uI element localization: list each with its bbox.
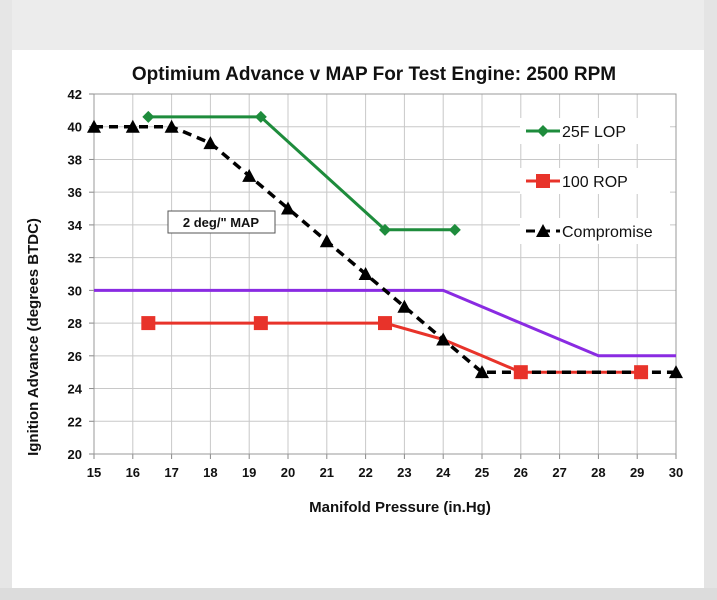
- series-markers: [87, 110, 683, 380]
- compromise-marker: [436, 332, 451, 346]
- annotation-text: 2 deg/" MAP: [183, 215, 260, 230]
- legend-label-100-rop: 100 ROP: [562, 174, 628, 191]
- x-tick-label: 16: [126, 465, 140, 480]
- y-tick-label: 38: [68, 152, 82, 167]
- compromise-marker: [475, 365, 489, 379]
- x-tick-label: 30: [669, 465, 683, 480]
- x-tick-label: 25: [475, 465, 489, 480]
- 25f-lop-marker: [254, 110, 267, 123]
- compromise-marker: [397, 299, 412, 313]
- legend-marker-100-rop: [536, 174, 550, 188]
- compromise-series-line: [94, 124, 676, 374]
- y-tick-label: 30: [68, 283, 82, 298]
- compromise-marker: [358, 267, 373, 280]
- 100-rop-marker: [378, 316, 392, 331]
- y-tick-label: 42: [68, 87, 82, 102]
- x-tick-label: 15: [87, 465, 101, 480]
- 25f-lop-marker: [448, 223, 461, 236]
- left-border: [0, 0, 12, 600]
- chart: Optimium Advance v MAP For Test Engine: …: [25, 64, 684, 516]
- x-tick-label: 20: [281, 465, 295, 480]
- y-tick-label: 36: [68, 185, 82, 200]
- x-tick-label: 26: [514, 465, 528, 480]
- legend-marker-25f-lop: [537, 125, 549, 137]
- compromise-marker: [319, 234, 334, 248]
- y-tick-label: 24: [68, 382, 83, 397]
- x-tick-label: 18: [203, 465, 217, 480]
- chart-card: Optimium Advance v MAP For Test Engine: …: [12, 50, 704, 588]
- y-tick-label: 26: [68, 349, 82, 364]
- x-tick-label: 19: [242, 465, 256, 480]
- plot-area-border: [93, 93, 677, 455]
- compromise-marker: [281, 201, 295, 215]
- y-tick-label: 32: [68, 251, 82, 266]
- legend-label-25f-lop: 25F LOP: [562, 124, 626, 141]
- legend-marker-compromise: [536, 224, 550, 237]
- y-axis-label: Ignition Advance (degrees BTDC): [25, 218, 42, 456]
- x-tick-label: 27: [552, 465, 566, 480]
- legend: 25F LOP 100 ROP Compromise: [520, 118, 670, 244]
- chart-title: Optimium Advance v MAP For Test Engine: …: [132, 64, 616, 85]
- y-tick-label: 34: [68, 218, 83, 233]
- x-tick-label: 22: [358, 465, 372, 480]
- right-border: [704, 0, 717, 600]
- series-lines: [94, 115, 676, 374]
- annotation-group: 2 deg/" MAP: [167, 210, 276, 234]
- x-tick-label: 23: [397, 465, 411, 480]
- x-tick-label: 17: [164, 465, 178, 480]
- x-tick-label: 24: [436, 465, 451, 480]
- 25f-lop-marker: [379, 223, 391, 236]
- y-tick-label: 28: [68, 316, 82, 331]
- gridlines: [89, 93, 677, 459]
- 25f-lop-series-line: [148, 115, 455, 232]
- legend-label-compromise: Compromise: [562, 224, 653, 241]
- 100-rop-marker: [141, 316, 156, 331]
- 100-rop-marker: [253, 316, 268, 331]
- compromise-marker: [164, 119, 179, 133]
- x-tick-label: 28: [591, 465, 605, 480]
- bottom-border: [0, 588, 717, 600]
- top-background: [0, 0, 717, 50]
- x-tick-label: 29: [630, 465, 644, 480]
- y-tick-label: 40: [68, 120, 82, 135]
- compromise-marker: [669, 365, 683, 379]
- x-tick-label: 21: [320, 465, 334, 480]
- x-axis-label: Manifold Pressure (in.Hg): [309, 499, 491, 516]
- y-tick-label: 20: [68, 447, 82, 462]
- 100-rop-series-line: [148, 321, 642, 374]
- compromise-marker: [87, 119, 101, 133]
- reference-series-line: [94, 288, 676, 358]
- 100-rop-marker: [634, 365, 649, 380]
- compromise-marker: [203, 136, 218, 150]
- compromise-marker: [125, 119, 140, 133]
- compromise-marker: [242, 168, 257, 182]
- 100-rop-marker: [513, 365, 528, 380]
- y-tick-label: 22: [68, 414, 82, 429]
- annotation-box: [167, 210, 276, 234]
- tick-labels: 15 16 17 18 19 20 21 22 23 24 25 26 27 28 29 30 20 22 24 26…: [68, 87, 684, 480]
- 25f-lop-marker: [142, 110, 155, 123]
